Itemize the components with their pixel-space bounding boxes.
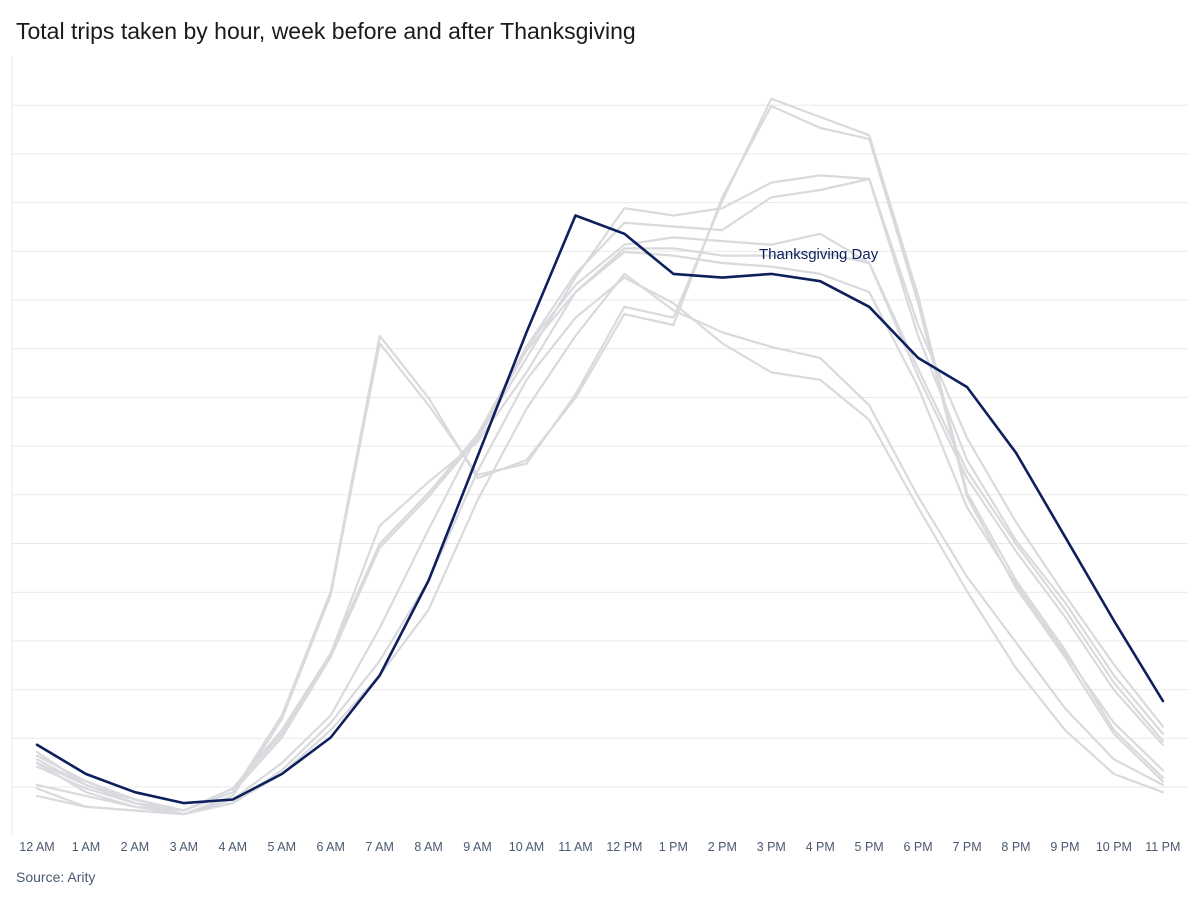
x-tick-label: 3 PM bbox=[757, 840, 786, 854]
x-tick-label: 9 PM bbox=[1050, 840, 1079, 854]
x-tick-label: 3 AM bbox=[170, 840, 199, 854]
x-tick-label: 5 AM bbox=[268, 840, 297, 854]
x-tick-label: 6 PM bbox=[904, 840, 933, 854]
x-axis-ticks: 12 AM 1 AM 2 AM 3 AM 4 AM 5 AM 6 AM 7 AM 8 AM 9 A… bbox=[19, 840, 1180, 854]
x-tick-label: 2 AM bbox=[121, 840, 150, 854]
x-tick-label: 8 PM bbox=[1001, 840, 1030, 854]
thanksgiving-day-line bbox=[35, 214, 1165, 805]
x-tick-label: 5 PM bbox=[855, 840, 884, 854]
comparison-day-line-1 bbox=[35, 97, 1164, 816]
x-tick-label: 12 AM bbox=[19, 840, 54, 854]
x-tick-label: 2 PM bbox=[708, 840, 737, 854]
comparison-day-line-8 bbox=[35, 174, 1164, 812]
comparison-day-line-3 bbox=[35, 250, 1164, 816]
x-tick-label: 4 AM bbox=[219, 840, 248, 854]
x-tick-label: 6 AM bbox=[316, 840, 345, 854]
thanksgiving-line-group bbox=[35, 214, 1165, 805]
comparison-day-line-6 bbox=[35, 247, 1164, 812]
x-tick-label: 4 PM bbox=[806, 840, 835, 854]
x-tick-label: 11 AM bbox=[558, 840, 593, 854]
x-tick-label: 7 AM bbox=[365, 840, 394, 854]
x-tick-label: 7 PM bbox=[952, 840, 981, 854]
comparison-day-lines bbox=[35, 97, 1164, 816]
comparison-day-line-9 bbox=[35, 177, 1164, 812]
comparison-day-line-7 bbox=[35, 232, 1164, 812]
x-tick-label: 12 PM bbox=[606, 840, 642, 854]
thanksgiving-annotation: Thanksgiving Day bbox=[759, 246, 879, 263]
comparison-day-line-2 bbox=[35, 104, 1164, 812]
x-tick-label: 1 AM bbox=[72, 840, 101, 854]
x-tick-label: 9 AM bbox=[463, 840, 492, 854]
x-tick-label: 11 PM bbox=[1145, 840, 1180, 854]
chart-title: Total trips taken by hour, week before a… bbox=[16, 18, 636, 44]
x-tick-label: 10 AM bbox=[509, 840, 544, 854]
comparison-day-line-5 bbox=[35, 272, 1164, 816]
source-note: Source: Arity bbox=[16, 869, 96, 885]
x-tick-label: 1 PM bbox=[659, 840, 688, 854]
x-tick-label: 8 AM bbox=[414, 840, 443, 854]
x-tick-label: 10 PM bbox=[1096, 840, 1132, 854]
